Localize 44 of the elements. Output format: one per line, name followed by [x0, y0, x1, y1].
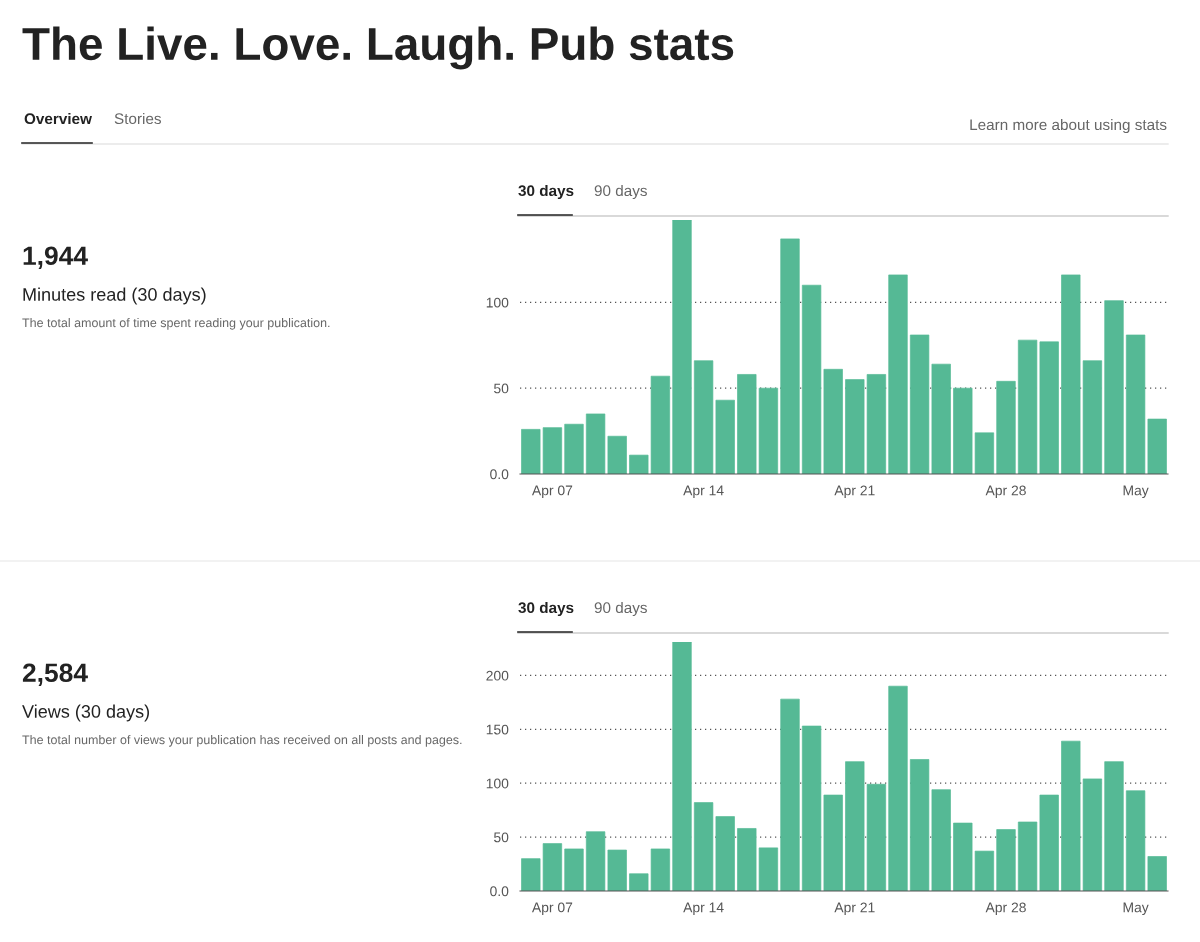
y-tick-label: 100	[486, 778, 509, 789]
text: 90 days	[594, 601, 647, 617]
bar	[672, 642, 692, 891]
text: 30 days	[518, 184, 574, 200]
y-tick-label: 50	[494, 383, 509, 394]
x-tick-label: Apr 28	[985, 485, 1026, 499]
text: Minutes read (30 days)	[23, 287, 206, 305]
text: Views (30 days)	[22, 704, 150, 722]
x-tick-label: Apr 14	[683, 485, 724, 499]
x-tick-label: May	[1123, 902, 1149, 916]
x-tick-label: Apr 21	[834, 485, 875, 499]
y-tick-label: 0.0	[490, 886, 509, 897]
text: Learn more about using stats	[970, 118, 1167, 134]
text: The total number of views your publication has received on all posts and pages.	[22, 735, 462, 747]
text: 30 days	[518, 601, 574, 617]
text: 1,944	[23, 246, 88, 269]
x-tick-label: Apr 21	[834, 902, 875, 916]
bar	[672, 220, 692, 474]
bar	[780, 698, 800, 891]
x-tick-label: May	[1123, 485, 1149, 499]
x-tick-label: Apr 14	[683, 902, 724, 916]
bar	[888, 685, 908, 891]
bar	[996, 829, 1016, 891]
text: The Live. Love. Laugh. Pub stats	[22, 26, 734, 70]
y-tick-label: 0.0	[490, 469, 509, 480]
x-tick-label: Apr 28	[985, 902, 1026, 916]
bar	[1104, 300, 1124, 474]
bar	[564, 423, 584, 474]
bar	[564, 848, 584, 891]
x-tick-label: Apr 07	[531, 902, 573, 916]
text: The total amount of time spent reading your publication.	[22, 318, 330, 330]
text: 2,584	[22, 663, 88, 686]
bar	[1104, 761, 1124, 891]
bar	[780, 238, 800, 474]
bar	[888, 274, 908, 474]
text: Stories	[114, 112, 161, 125]
text: 90 days	[594, 184, 647, 200]
y-tick-label: 200	[486, 670, 509, 681]
y-tick-label: 50	[494, 832, 509, 843]
bar	[996, 380, 1016, 474]
x-tick-label: Apr 07	[531, 485, 573, 499]
y-tick-label: 150	[486, 724, 509, 735]
text: Overview	[24, 112, 92, 125]
y-tick-label: 100	[486, 297, 509, 308]
